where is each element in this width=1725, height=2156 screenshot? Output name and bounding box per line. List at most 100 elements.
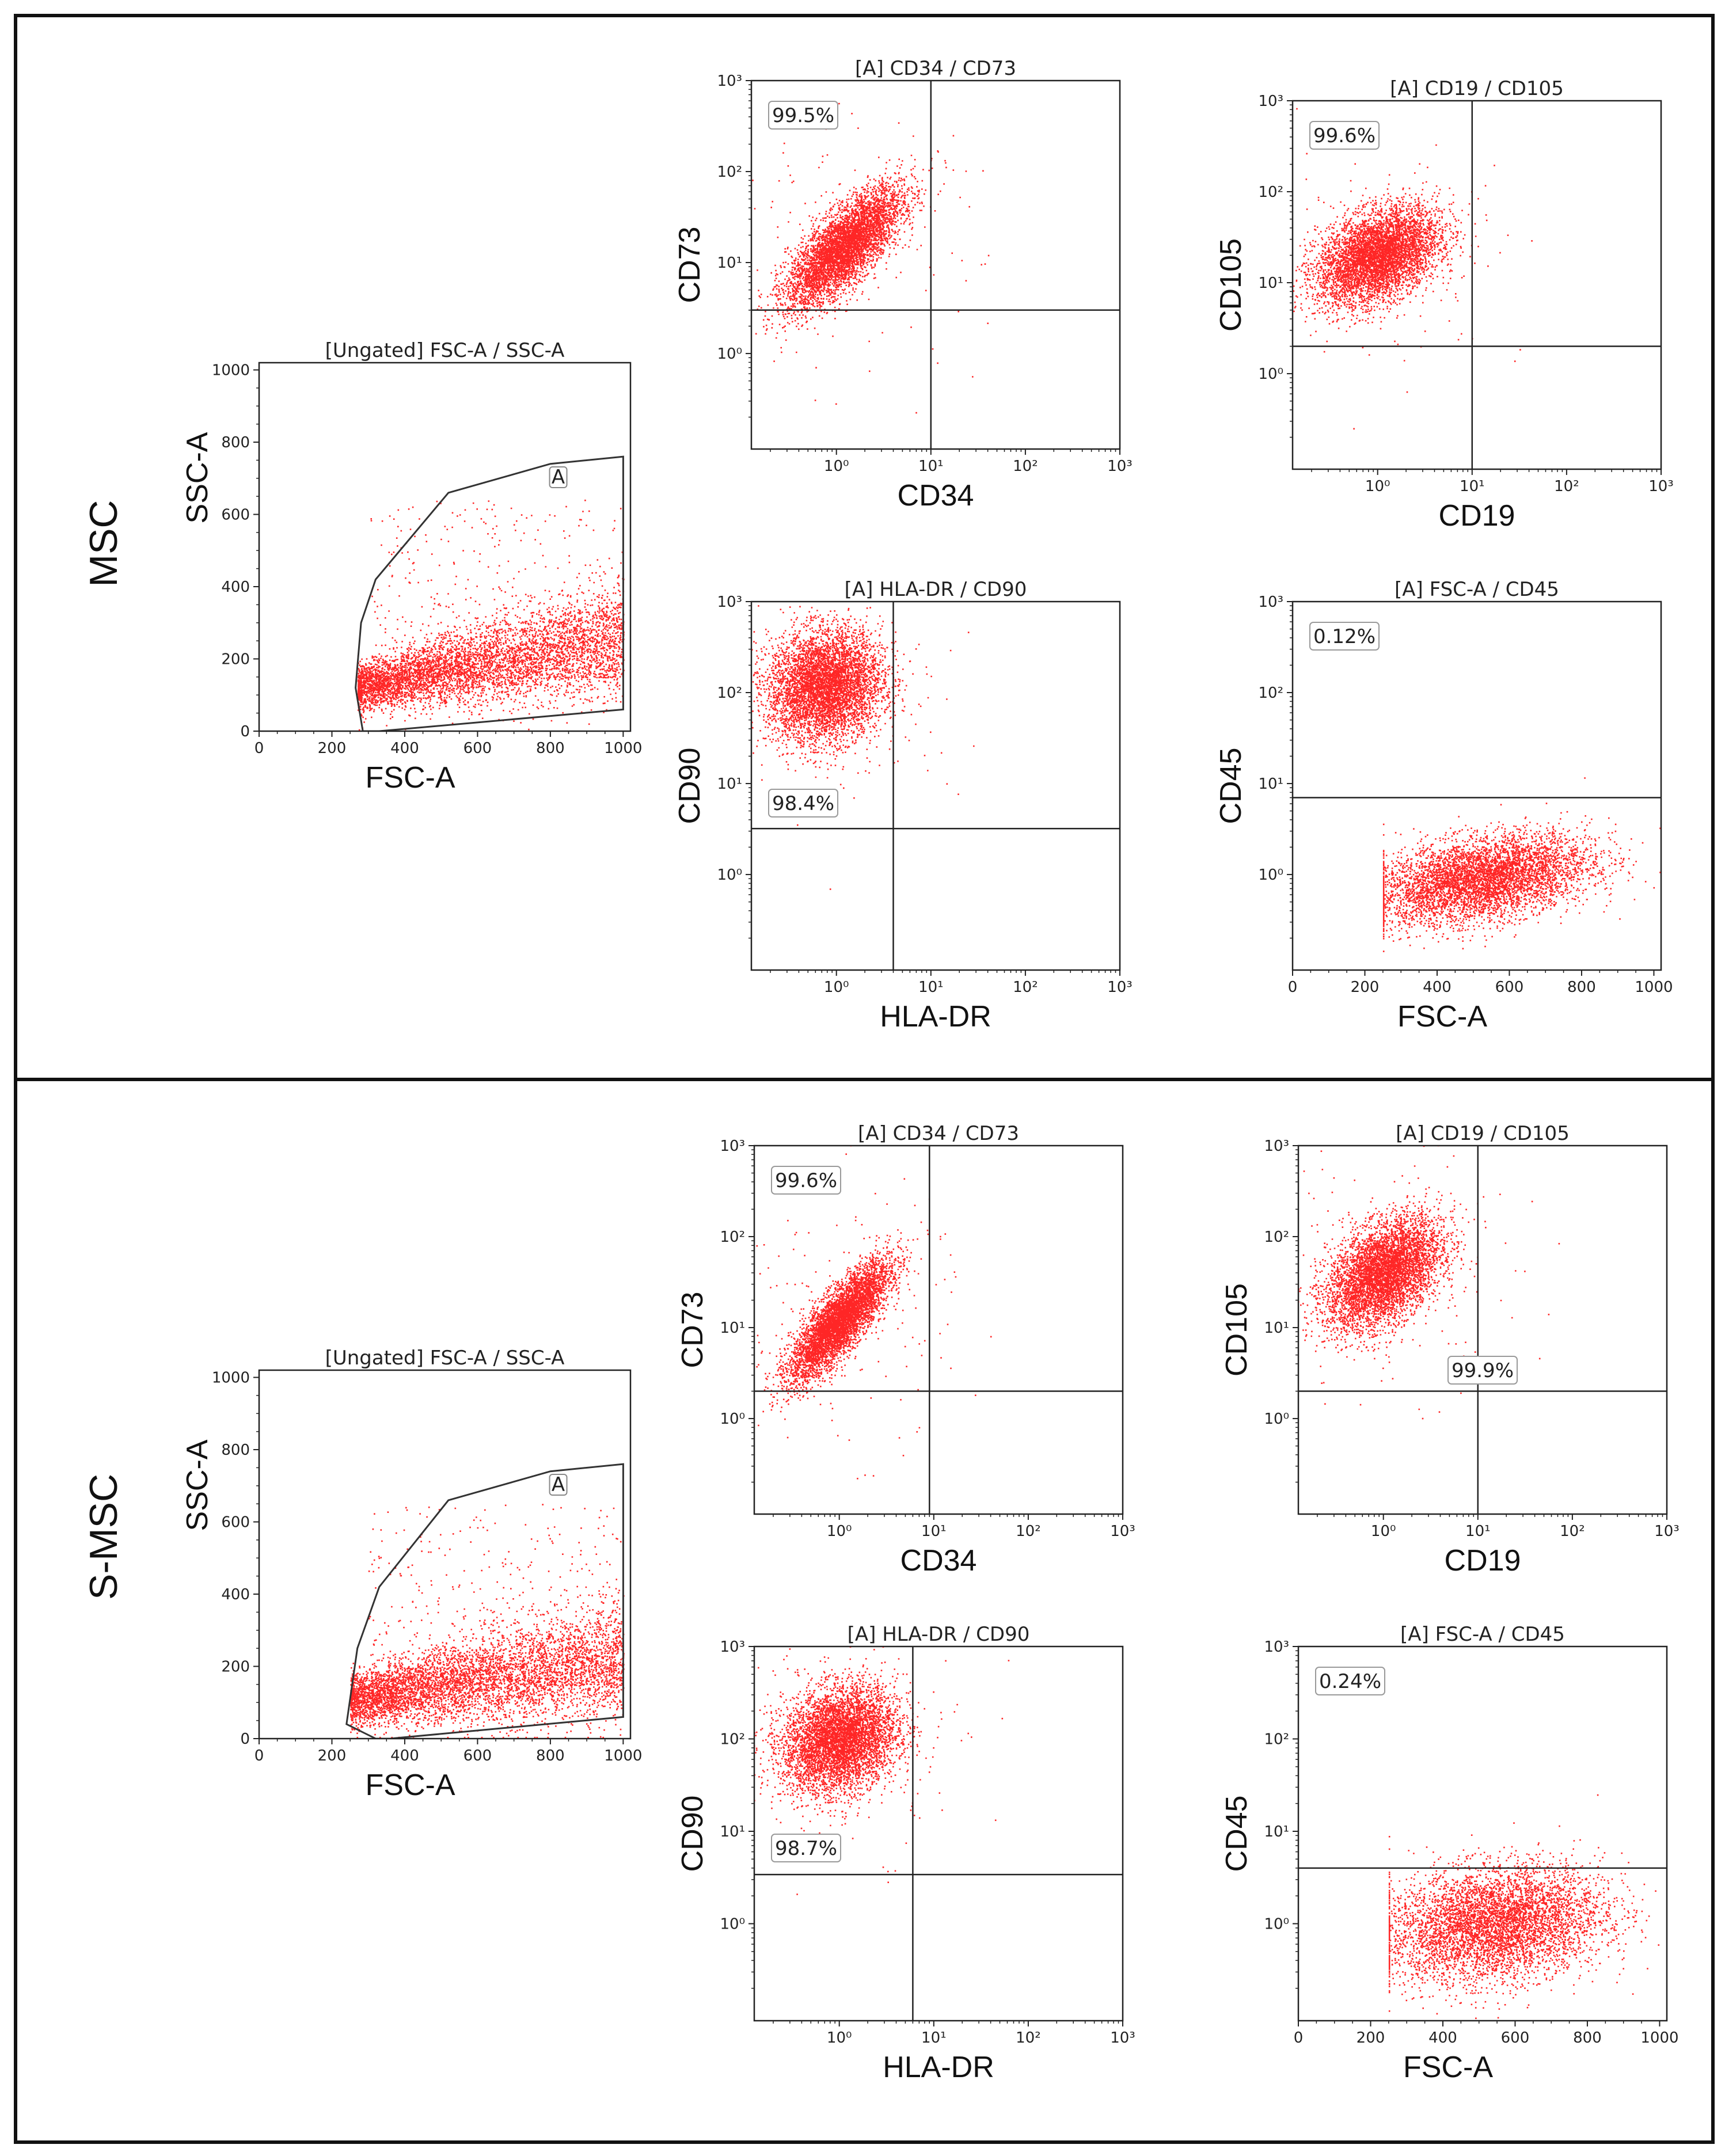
x-tick-label: 10³ [1107,458,1133,475]
x-tick-label: 10³ [1110,1523,1135,1540]
x-tick-label: 10² [1013,458,1038,475]
y-axis-label: CD105 [1214,238,1248,332]
y-tick-label: 10¹ [1264,1320,1289,1337]
x-axis-label: CD19 [1439,499,1515,533]
percentage-label: 98.4% [772,792,834,815]
y-axis-label: CD73 [676,1292,709,1368]
x-tick-label: 1000 [1640,2029,1678,2047]
x-tick-label: 10¹ [921,2029,947,2047]
y-tick-label: 10² [1258,184,1283,201]
x-tick-label: 800 [1567,979,1596,996]
x-tick-label: 10² [1016,2029,1041,2047]
percentage-label: 99.6% [775,1169,837,1192]
y-tick-label: 400 [221,1586,250,1603]
y-tick-label: 400 [221,579,250,596]
x-tick-label: 10³ [1654,1523,1680,1540]
plot-frame [1298,1647,1667,2021]
y-tick-label: 10⁰ [1264,1410,1289,1428]
x-tick-label: 600 [1495,979,1524,996]
y-tick-label: 10³ [1258,93,1283,110]
x-tick-label: 10² [1560,1523,1585,1540]
x-tick-label: 800 [536,1747,565,1765]
x-tick-label: 10¹ [1460,478,1485,495]
x-axis-label: HLA-DR [880,1000,991,1033]
y-tick-label: 10³ [720,1138,745,1155]
y-axis-label: CD45 [1214,748,1248,824]
x-tick-label: 10¹ [1465,1523,1491,1540]
plot-title: [A] CD19 / CD105 [1390,77,1564,100]
y-axis-label: CD90 [673,748,706,824]
plot-frame [1298,1146,1667,1514]
y-tick-label: 10⁰ [1258,866,1283,884]
x-axis-label: CD34 [898,479,974,512]
y-tick-label: 10¹ [717,254,742,272]
y-tick-label: 10² [717,163,742,181]
x-tick-label: 0 [254,1747,264,1765]
y-tick-label: 10⁰ [717,345,742,363]
x-tick-label: 10¹ [921,1523,947,1540]
x-tick-label: 10¹ [918,979,944,996]
y-tick-label: 10⁰ [1258,366,1283,383]
x-tick-label: 1000 [1635,979,1673,996]
plot-title: [Ungated] FSC-A / SSC-A [325,1347,565,1370]
y-tick-label: 200 [221,651,250,668]
x-tick-label: 200 [318,1747,347,1765]
x-tick-label: 600 [463,740,492,757]
x-tick-label: 10³ [1110,2029,1135,2047]
x-axis-label: FSC-A [1403,2051,1493,2084]
x-tick-label: 10⁰ [827,1523,852,1540]
y-tick-label: 10² [1264,1229,1289,1246]
x-axis-label: CD19 [1445,1544,1521,1577]
x-tick-label: 10³ [1648,478,1674,495]
x-tick-label: 10³ [1107,979,1133,996]
x-tick-label: 10² [1554,478,1579,495]
y-axis-label: SSC-A [181,1439,214,1531]
x-axis-label: CD34 [901,1544,977,1577]
x-tick-label: 10⁰ [824,979,849,996]
y-tick-label: 0 [240,723,250,740]
gate-label: A [552,1473,565,1496]
x-tick-label: 800 [1573,2029,1602,2047]
x-axis-label: FSC-A [366,1769,455,1802]
y-tick-label: 10¹ [1258,775,1283,793]
x-axis-label: FSC-A [366,761,455,794]
y-tick-label: 10¹ [717,775,742,793]
x-tick-label: 10⁰ [1371,1523,1396,1540]
sample-label-msc: MSC [81,486,126,601]
y-tick-label: 10² [720,1731,745,1748]
plot-title: [A] HLA-DR / CD90 [845,578,1027,601]
x-tick-label: 600 [1501,2029,1530,2047]
x-tick-label: 10⁰ [824,458,849,475]
y-tick-label: 800 [221,434,250,451]
y-tick-label: 10² [720,1229,745,1246]
x-tick-label: 1000 [604,1747,642,1765]
plot-title: [A] CD19 / CD105 [1396,1122,1570,1145]
y-tick-label: 10⁰ [720,1915,745,1933]
percentage-label: 99.6% [1313,124,1376,147]
y-tick-label: 10¹ [720,1823,745,1841]
gate-label: A [552,466,565,489]
y-tick-label: 10⁰ [1264,1915,1289,1933]
x-tick-label: 10⁰ [827,2029,852,2047]
y-tick-label: 10³ [717,594,742,611]
plot-title: [A] FSC-A / CD45 [1400,1623,1565,1646]
x-tick-label: 10² [1013,979,1038,996]
x-tick-label: 200 [1357,2029,1385,2047]
percentage-label: 99.9% [1452,1359,1514,1382]
x-tick-label: 10² [1016,1523,1041,1540]
y-tick-label: 600 [221,1514,250,1531]
x-tick-label: 400 [1423,979,1452,996]
x-tick-label: 400 [390,1747,419,1765]
y-tick-label: 10³ [720,1638,745,1656]
y-tick-label: 10⁰ [720,1410,745,1428]
y-axis-label: SSC-A [181,432,214,523]
y-tick-label: 10¹ [1258,275,1283,292]
y-tick-label: 200 [221,1659,250,1676]
x-tick-label: 400 [390,740,419,757]
x-tick-label: 400 [1428,2029,1457,2047]
flow-plot-1: [Ungated] FSC-A / SSC-A0 200 400 600 800 1000… [196,340,642,794]
percentage-label: 99.5% [772,104,834,127]
